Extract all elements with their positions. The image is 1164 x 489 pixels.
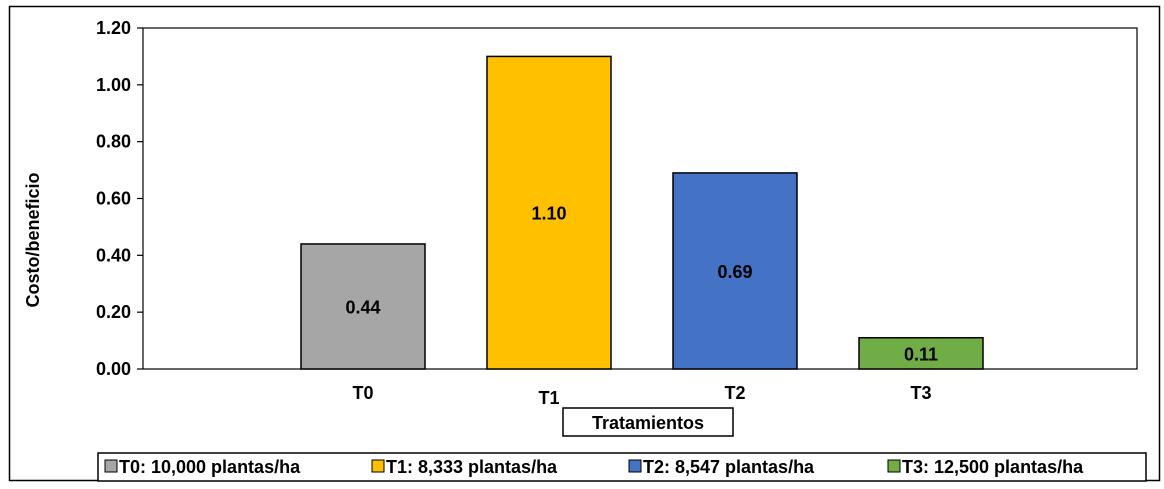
legend-swatch-2: [628, 459, 642, 473]
y-tick-label: 0.20: [96, 302, 131, 322]
x-axis-title: Tratamientos: [592, 413, 704, 433]
bar-t3: [858, 336, 984, 370]
data-label-t1: 1.10: [531, 204, 566, 224]
data-label-t2: 0.69: [717, 262, 752, 282]
legend-label-1: T1: 8,333 plantas/ha: [386, 457, 558, 477]
data-label-t3: 0.11: [904, 344, 938, 364]
legend-swatch-0: [104, 459, 118, 473]
y-tick-label: 0.60: [96, 189, 131, 209]
y-tick-label: 1.20: [96, 18, 131, 38]
x-axis-title-box: [562, 407, 734, 437]
data-label-t0: 0.44: [345, 297, 380, 317]
y-axis: 0.00 0.20 0.40 0.60 0.80 1.00 1.20: [96, 18, 143, 379]
bar-t1: [486, 55, 612, 370]
legend-box: [97, 452, 1147, 482]
y-tick-label: 0.80: [96, 132, 131, 152]
x-tick-label-t2: T2: [724, 383, 745, 403]
y-tick-label: 0.40: [96, 245, 131, 265]
x-tick-label-t3: T3: [910, 383, 931, 403]
bar-t0: [300, 243, 426, 370]
x-tick-label-t1: T1: [538, 388, 559, 408]
bars-group: 0.44 1.10 0.69 0.11: [300, 55, 984, 370]
x-axis: T0 T1 T2 T3: [352, 383, 931, 408]
bar-t2: [672, 172, 798, 370]
legend: T0: 10,000 plantas/ha T1: 8,333 plantas/h…: [104, 457, 1084, 477]
y-axis-title: Costo/beneficio: [23, 172, 43, 307]
legend-swatch-3: [887, 459, 901, 473]
legend-label-3: T3: 12,500 plantas/ha: [902, 457, 1084, 477]
x-tick-label-t0: T0: [352, 383, 373, 403]
legend-label-2: T2: 8,547 plantas/ha: [643, 457, 815, 477]
legend-label-0: T0: 10,000 plantas/ha: [119, 457, 301, 477]
y-tick-label: 0.00: [96, 359, 131, 379]
y-tick-label: 1.00: [96, 75, 131, 95]
legend-swatch-1: [371, 459, 385, 473]
